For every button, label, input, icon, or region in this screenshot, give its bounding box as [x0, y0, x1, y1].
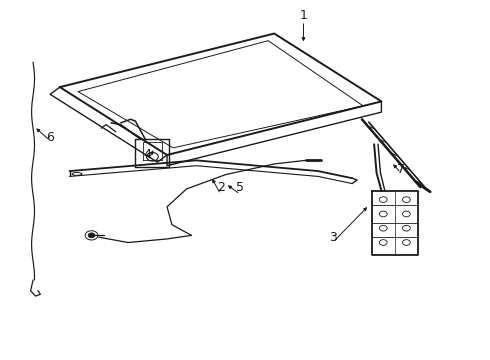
- Text: 2: 2: [217, 181, 224, 194]
- Text: 4: 4: [144, 148, 151, 162]
- Circle shape: [88, 233, 95, 238]
- Text: 7: 7: [397, 163, 405, 176]
- Text: 5: 5: [236, 181, 244, 194]
- Text: 6: 6: [46, 131, 54, 144]
- Text: 3: 3: [329, 231, 337, 244]
- Text: 1: 1: [299, 9, 307, 22]
